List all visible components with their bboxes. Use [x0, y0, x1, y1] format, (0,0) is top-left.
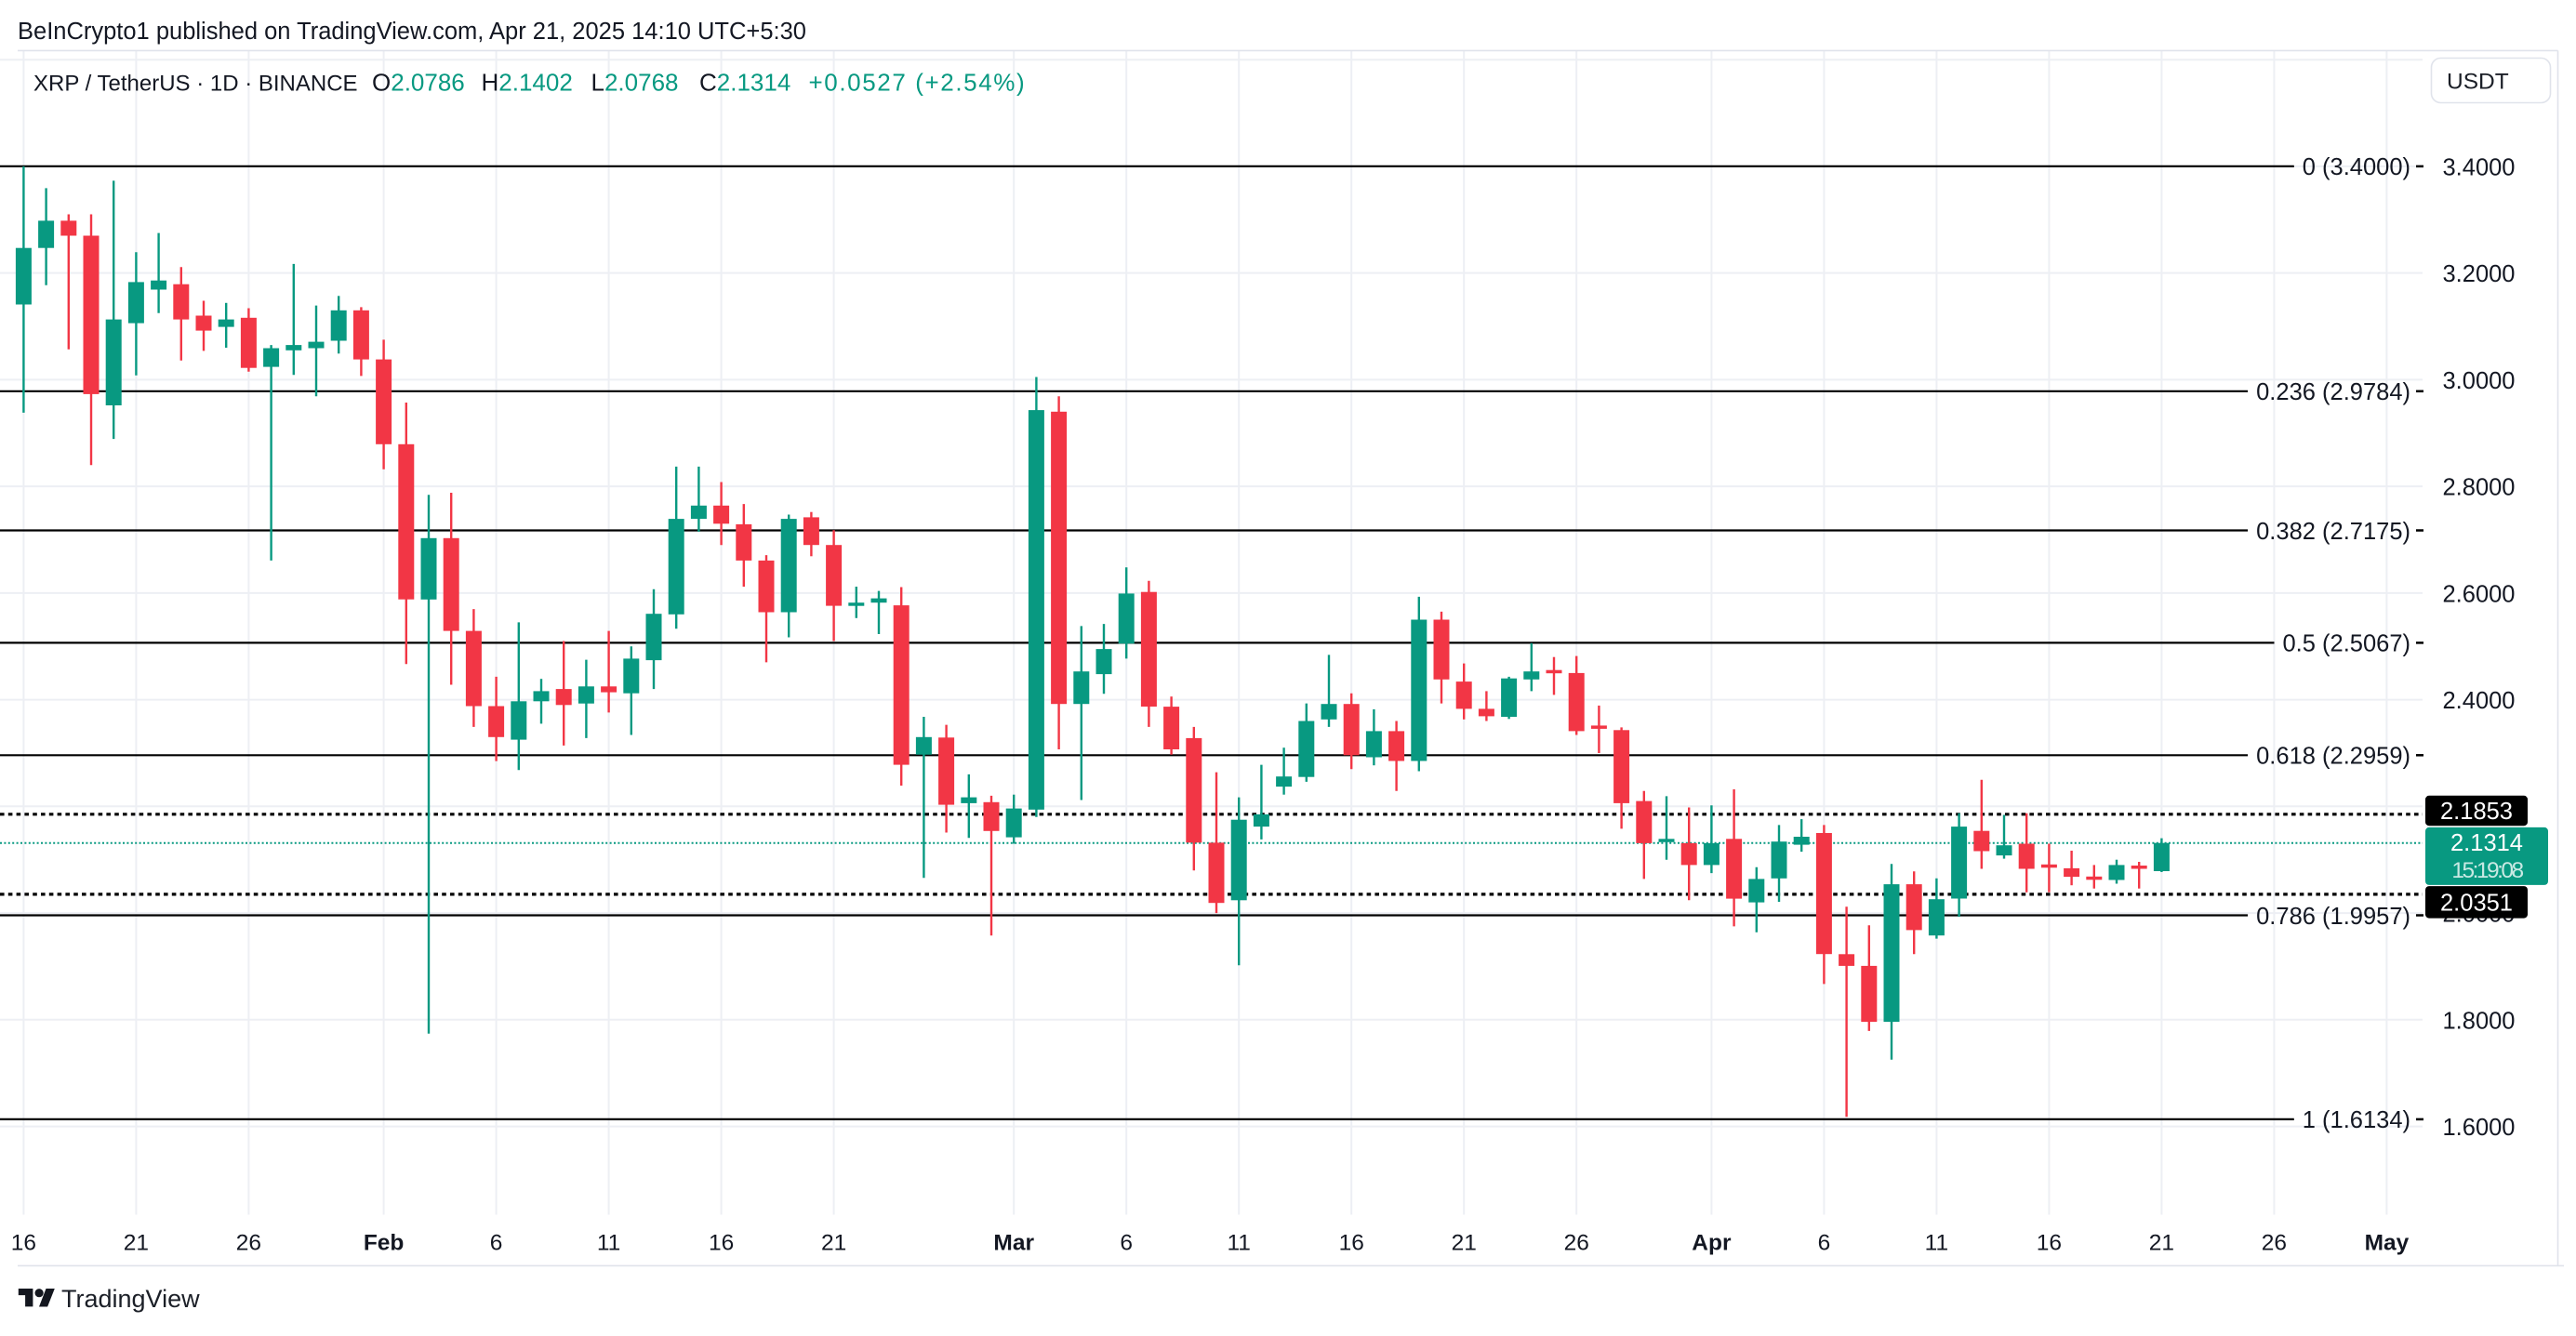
svg-text:15:19:08: 15:19:08 [2451, 858, 2523, 883]
svg-text:11: 11 [597, 1230, 620, 1255]
svg-text:0.786 (1.9957): 0.786 (1.9957) [2256, 904, 2410, 930]
svg-text:3.0000: 3.0000 [2443, 368, 2516, 394]
svg-text:2.0351: 2.0351 [2440, 891, 2513, 917]
svg-text:21: 21 [2149, 1230, 2174, 1255]
svg-text:0.618 (2.2959): 0.618 (2.2959) [2256, 744, 2410, 770]
svg-text:1 (1.6134): 1 (1.6134) [2303, 1107, 2410, 1133]
svg-text:16: 16 [1339, 1230, 1364, 1255]
svg-text:6: 6 [1120, 1230, 1133, 1255]
svg-text:2.1853: 2.1853 [2440, 799, 2513, 825]
svg-text:16: 16 [11, 1230, 36, 1255]
svg-text:6: 6 [490, 1230, 503, 1255]
svg-text:1.8000: 1.8000 [2443, 1008, 2516, 1034]
svg-text:2.4000: 2.4000 [2443, 688, 2516, 714]
svg-text:26: 26 [1564, 1230, 1589, 1255]
svg-text:Apr: Apr [1692, 1230, 1732, 1255]
svg-text:2.1314: 2.1314 [2450, 830, 2523, 856]
svg-text:2.8000: 2.8000 [2443, 475, 2516, 501]
svg-text:TradingView: TradingView [61, 1285, 200, 1313]
svg-text:3.4000: 3.4000 [2443, 154, 2516, 180]
svg-text:21: 21 [821, 1230, 846, 1255]
svg-text:3.2000: 3.2000 [2443, 261, 2516, 287]
svg-text:Feb: Feb [364, 1230, 405, 1255]
svg-text:11: 11 [1227, 1230, 1250, 1255]
svg-text:May: May [2365, 1230, 2410, 1255]
svg-text:0.236 (2.9784): 0.236 (2.9784) [2256, 379, 2410, 405]
svg-text:0.5 (2.5067): 0.5 (2.5067) [2282, 631, 2410, 657]
svg-text:XRP / TetherUS · 1D · BINANCE: XRP / TetherUS · 1D · BINANCE [33, 72, 358, 97]
svg-text:16: 16 [709, 1230, 734, 1255]
svg-text:Mar: Mar [993, 1230, 1034, 1255]
svg-text:USDT: USDT [2447, 70, 2509, 95]
svg-text:6: 6 [1818, 1230, 1831, 1255]
svg-text:21: 21 [124, 1230, 149, 1255]
svg-text:BeInCrypto1 published on Tradi: BeInCrypto1 published on TradingView.com… [18, 19, 806, 45]
svg-text:1.6000: 1.6000 [2443, 1115, 2516, 1141]
svg-text:2.6000: 2.6000 [2443, 581, 2516, 607]
svg-text:11: 11 [1925, 1230, 1948, 1255]
svg-text:0.382 (2.7175): 0.382 (2.7175) [2256, 519, 2410, 545]
svg-text:26: 26 [2262, 1230, 2287, 1255]
svg-text:0 (3.4000): 0 (3.4000) [2303, 154, 2410, 180]
svg-text:21: 21 [1452, 1230, 1477, 1255]
svg-text:26: 26 [236, 1230, 261, 1255]
svg-text:16: 16 [2037, 1230, 2062, 1255]
